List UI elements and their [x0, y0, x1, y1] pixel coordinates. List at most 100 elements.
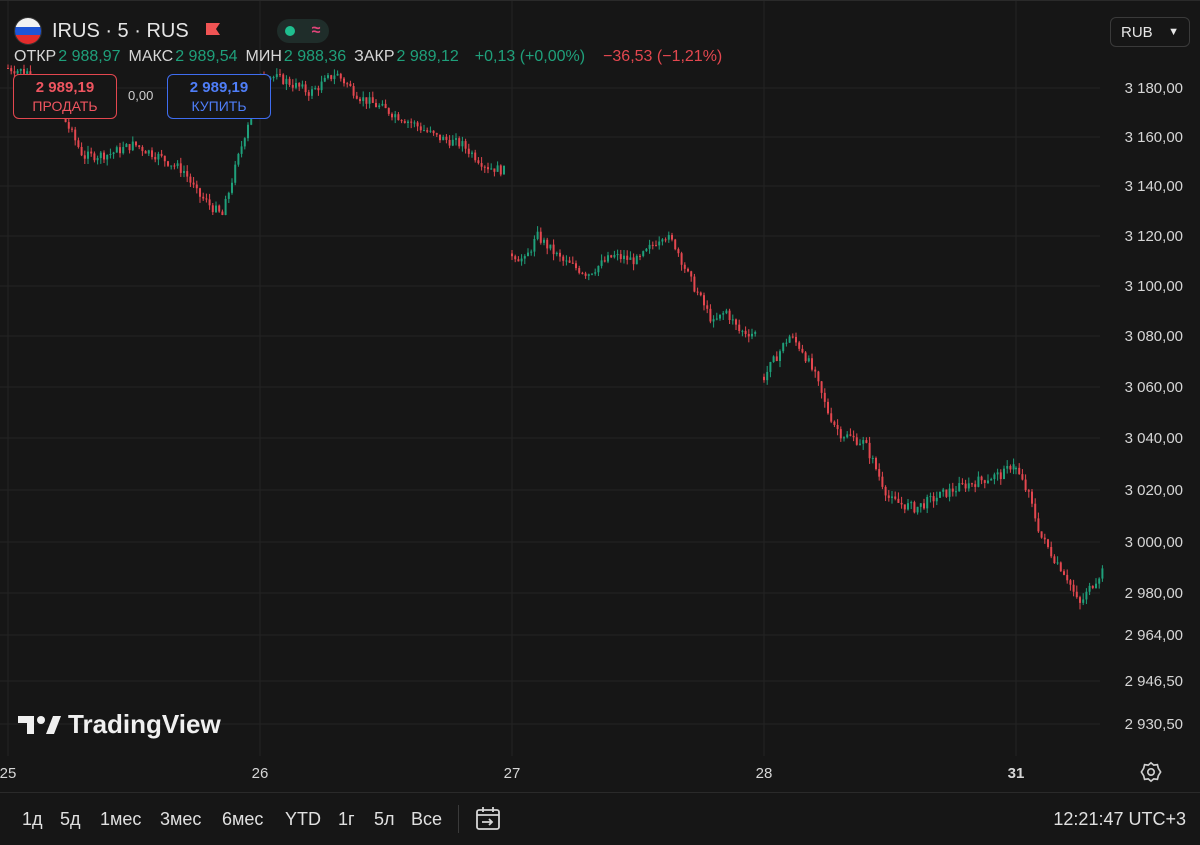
buy-button[interactable]: 2 989,19 КУПИТЬ [167, 74, 271, 119]
candle-body [103, 152, 105, 160]
y-tick-label: 3 120,00 [1125, 228, 1183, 245]
candle-body [451, 139, 454, 146]
candle-body [1101, 568, 1104, 579]
sell-button[interactable]: 2 989,19 ПРОДАТЬ [13, 74, 117, 119]
russia-flag-icon [14, 17, 42, 45]
candle-body [587, 274, 590, 276]
candle-body [215, 205, 217, 213]
tradingview-logo[interactable]: TradingView [18, 709, 221, 740]
red-flag-icon[interactable] [205, 22, 221, 40]
candle-body [1006, 466, 1009, 469]
candle-body [93, 153, 96, 161]
calendar-goto-icon[interactable] [474, 805, 502, 833]
chart-area[interactable]: 25 26 27 28 31 3 180,00 3 160,00 3 140,00 3 120,… [0, 0, 1200, 791]
candle-body [426, 130, 429, 132]
candle-body [205, 198, 208, 200]
candle-body [703, 295, 705, 306]
range-3m-button[interactable]: 3мес [160, 809, 202, 829]
open-value: 2 988,97 [58, 48, 121, 65]
currency-select[interactable]: RUB ▼ [1110, 17, 1190, 47]
candle-body [240, 146, 243, 154]
range-all-button[interactable]: Все [411, 809, 443, 829]
candle-body [993, 474, 996, 480]
candle-body [514, 256, 517, 260]
gear-icon[interactable] [1140, 761, 1162, 783]
chevron-down-icon: ▼ [1168, 26, 1179, 38]
range-5y-button[interactable]: 5л [374, 809, 395, 829]
candle-body [1037, 518, 1040, 532]
candle-body [533, 238, 536, 252]
range-1d-button[interactable]: 1д [22, 809, 43, 829]
candle-body [715, 318, 718, 320]
candle-body [359, 98, 361, 102]
candle-body [539, 231, 542, 243]
candle-body [1075, 591, 1078, 598]
price-chart[interactable]: 25 26 27 28 31 3 180,00 3 160,00 3 140,00 3 120,… [0, 1, 1200, 791]
candle-body [90, 151, 93, 154]
range-6m-button[interactable]: 6мес [222, 809, 264, 829]
candle-body [527, 252, 529, 257]
candle-body [1066, 574, 1069, 581]
candle-body [603, 260, 606, 262]
candle-body [503, 165, 505, 175]
candle-body [530, 251, 533, 253]
range-1y-button[interactable]: 1г [338, 809, 355, 829]
candle-body [1009, 466, 1012, 470]
candle-body [410, 121, 413, 123]
candle-body [811, 358, 813, 370]
candle-body [555, 252, 558, 255]
candle-body [999, 472, 1002, 480]
clock-timezone[interactable]: 12:21:47 UTC+3 [1053, 809, 1186, 829]
sell-price: 2 989,19 [35, 79, 95, 96]
candle-body [517, 259, 520, 262]
candle-body [945, 489, 948, 497]
candle-body [170, 165, 173, 167]
candle-body [677, 249, 680, 254]
candle-body [227, 192, 230, 199]
range-ytd-button[interactable]: YTD [285, 809, 321, 829]
candle-body [77, 140, 80, 147]
candle-body [467, 148, 470, 154]
candle-body [807, 358, 810, 362]
range-5d-button[interactable]: 5д [60, 809, 81, 829]
candle-body [648, 244, 651, 249]
candle-body [881, 476, 884, 487]
y-tick-label: 2 980,00 [1125, 585, 1183, 602]
candle-body [536, 231, 539, 239]
y-tick-label: 2 930,50 [1125, 716, 1183, 733]
candle-body [282, 74, 285, 85]
candle-body [916, 506, 919, 513]
candle-body [744, 330, 747, 335]
candle-body [487, 167, 489, 170]
market-status-pill[interactable]: ≈ [276, 19, 329, 43]
y-tick-label: 3 080,00 [1125, 328, 1183, 345]
candle-body [801, 348, 804, 353]
buy-price: 2 989,19 [189, 79, 249, 96]
range-1m-button[interactable]: 1мес [100, 809, 142, 829]
candle-body [317, 88, 320, 91]
candle-body [106, 154, 109, 160]
candle-body [823, 392, 826, 402]
candle-body [375, 102, 377, 108]
candle-body [868, 442, 871, 459]
candle-body [935, 497, 938, 502]
candle-body [445, 136, 448, 140]
candle-body [1082, 599, 1085, 603]
candle-body [26, 71, 29, 74]
candle-body [523, 256, 526, 259]
candle-body [471, 152, 473, 154]
candle-body [775, 356, 778, 362]
candle-body [1018, 467, 1021, 475]
day-change: −36,53 (−1,21%) [603, 48, 723, 65]
candle-body [635, 255, 638, 265]
candle-body [490, 168, 493, 170]
candle-body [179, 163, 182, 173]
candle-body [785, 342, 788, 344]
candle-body [955, 491, 957, 493]
candle-body [661, 239, 664, 242]
candle-body [830, 413, 833, 422]
candle-body [99, 152, 102, 159]
symbol-title[interactable]: IRUS · 5 · RUS [52, 19, 189, 42]
candle-body [109, 153, 112, 155]
candle-body [900, 502, 903, 505]
